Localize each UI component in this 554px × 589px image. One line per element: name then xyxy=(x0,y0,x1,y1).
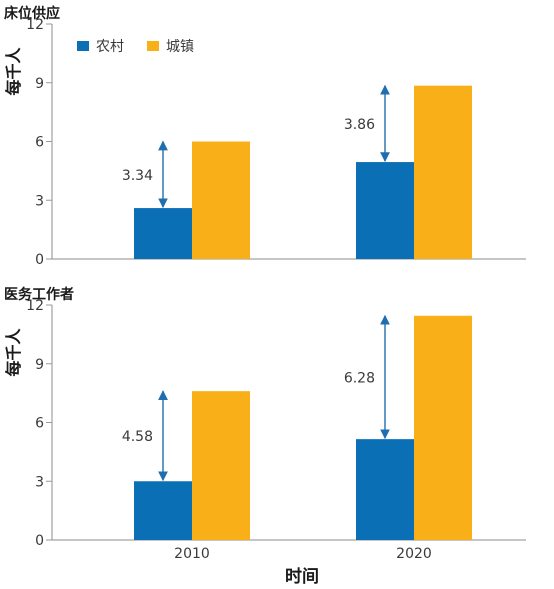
bar-rural xyxy=(356,439,414,540)
bar-urban xyxy=(192,141,250,259)
y-axis-label: 每千人 xyxy=(4,47,23,96)
legend-swatch xyxy=(147,41,159,51)
y-tick-label: 3 xyxy=(35,474,44,490)
x-tick-label: 2010 xyxy=(174,546,210,562)
gap-label: 3.34 xyxy=(122,168,153,184)
bar-rural xyxy=(134,208,192,259)
bar-urban xyxy=(192,391,250,540)
bar-rural xyxy=(356,162,414,259)
panel-title: 床位供应 xyxy=(4,5,60,22)
y-tick-label: 12 xyxy=(26,298,44,314)
gap-label: 3.86 xyxy=(344,117,375,133)
y-tick-label: 6 xyxy=(35,135,44,151)
bar-urban xyxy=(414,85,472,259)
y-tick-label: 9 xyxy=(35,357,44,373)
legend-swatch xyxy=(77,41,89,51)
y-tick-label: 6 xyxy=(35,416,44,432)
y-axis-label: 每千人 xyxy=(4,328,23,377)
gap-label: 4.58 xyxy=(122,429,153,445)
panel-title: 医务工作者 xyxy=(4,286,74,303)
y-tick-label: 0 xyxy=(35,252,44,268)
bar-rural xyxy=(134,481,192,540)
y-tick-label: 0 xyxy=(35,533,44,549)
x-axis-label: 时间 xyxy=(285,566,319,587)
legend-label: 农村 xyxy=(96,39,124,55)
y-tick-label: 12 xyxy=(26,17,44,33)
x-tick-label: 2020 xyxy=(396,546,432,562)
y-tick-label: 9 xyxy=(35,76,44,92)
gap-label: 6.28 xyxy=(344,370,375,386)
bar-urban xyxy=(414,315,472,540)
legend-label: 城镇 xyxy=(166,39,194,55)
y-tick-label: 3 xyxy=(35,193,44,209)
